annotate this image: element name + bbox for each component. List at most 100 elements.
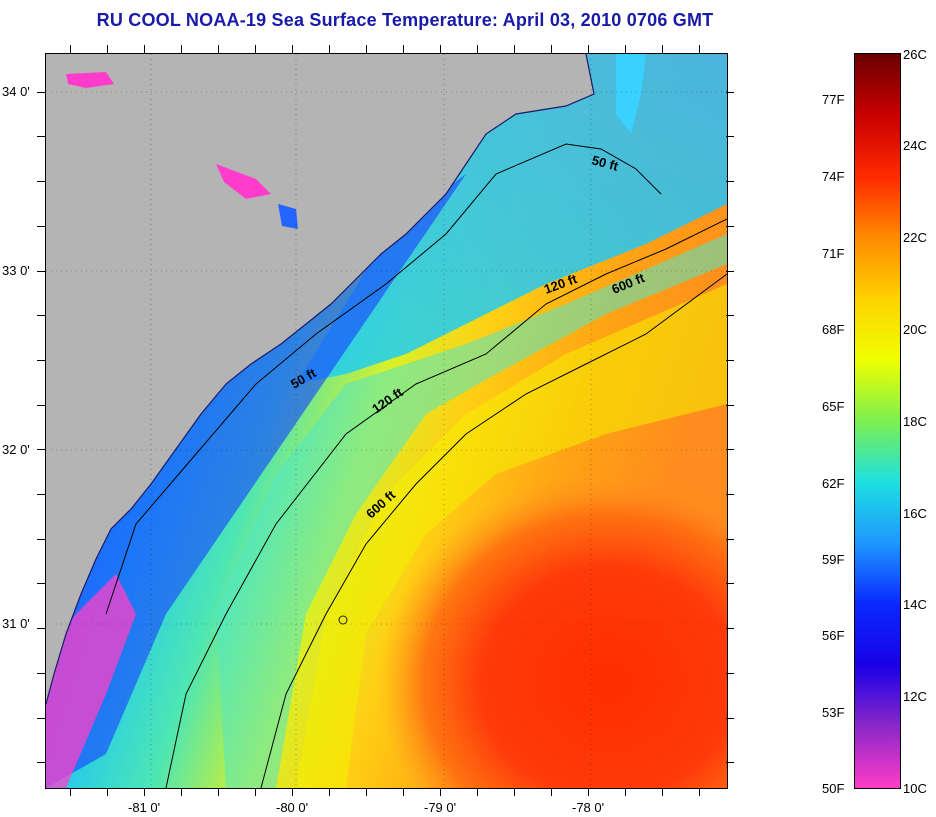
contour-120ft [165, 218, 727, 788]
axis-tick [726, 136, 734, 138]
axis-tick [366, 45, 367, 53]
land-mass [46, 54, 594, 704]
axis-tick [699, 788, 700, 796]
axis-tick [551, 788, 552, 796]
axis-tick [329, 45, 330, 53]
axis-tick [329, 788, 330, 796]
axis-tick [662, 788, 663, 796]
axis-tick [292, 788, 293, 796]
inland-water [278, 204, 298, 229]
axis-tick [37, 315, 45, 317]
axis-tick [440, 788, 441, 796]
axis-tick [726, 225, 734, 227]
lat-label: 33 0' [2, 263, 30, 278]
colorbar-f-label: 77F [822, 92, 845, 107]
station-marker[interactable] [338, 615, 348, 625]
axis-tick [292, 45, 293, 53]
axis-tick [37, 538, 45, 540]
colorbar-f-label: 59F [822, 552, 845, 567]
axis-tick [218, 45, 219, 53]
gulf-stream [306, 409, 727, 788]
axis-tick [37, 628, 45, 630]
axis-tick [726, 628, 734, 630]
axis-tick [37, 583, 45, 585]
yellow-band [296, 284, 727, 788]
axis-tick [181, 788, 182, 796]
axis-tick [662, 45, 663, 53]
axis-tick [477, 45, 478, 53]
axis-tick [366, 788, 367, 796]
axis-tick [403, 45, 404, 53]
colorbar-c-label: 18C [903, 414, 927, 429]
axis-tick [588, 45, 589, 53]
axis-tick [107, 45, 108, 53]
lat-label: 32 0' [2, 442, 30, 457]
axis-tick [37, 270, 45, 272]
coastline [46, 54, 595, 705]
axis-tick [37, 91, 45, 93]
axis-tick [726, 583, 734, 585]
axis-tick [726, 672, 734, 674]
axis-tick [514, 45, 515, 53]
colorbar-c-label: 14C [903, 597, 927, 612]
lon-label: -80 0' [276, 800, 309, 815]
sst-map[interactable]: 50 ft 50 ft 120 ft 120 ft 600 ft 600 ft [45, 53, 728, 789]
axis-tick [37, 762, 45, 764]
colorbar-f-label: 62F [822, 476, 845, 491]
axis-tick [37, 717, 45, 719]
axis-tick [144, 788, 145, 796]
inland-water [66, 72, 114, 88]
axis-tick [726, 762, 734, 764]
axis-tick [440, 45, 441, 53]
axis-tick [726, 449, 734, 451]
chart-title: RU COOL NOAA-19 Sea Surface Temperature:… [96, 10, 714, 30]
axis-tick [726, 404, 734, 406]
axis-tick [70, 45, 71, 53]
contour-50ft [105, 143, 662, 615]
axis-tick [726, 717, 734, 719]
colorbar-c-label: 16C [903, 506, 927, 521]
colorbar-c-label: 12C [903, 689, 927, 704]
colorbar-c-label: 22C [903, 230, 927, 245]
axis-tick [37, 225, 45, 227]
axis-tick [726, 494, 734, 495]
axis-tick [37, 359, 45, 361]
colorbar-c-label: 20C [903, 322, 927, 337]
axis-tick [218, 788, 219, 796]
axis-tick [726, 359, 734, 361]
axis-tick [37, 494, 45, 495]
axis-tick [477, 788, 478, 796]
axis-tick [726, 181, 734, 183]
lon-label: -81 0' [128, 800, 161, 815]
colorbar-f-label: 74F [822, 169, 845, 184]
axis-tick [107, 788, 108, 796]
axis-tick [551, 45, 552, 53]
axis-tick [255, 788, 256, 796]
axis-tick [588, 788, 589, 796]
colorbar-c-label: 24C [903, 138, 927, 153]
colorbar-f-label: 71F [822, 246, 845, 261]
colorbar-f-label: 53F [822, 705, 845, 720]
colorbar-f-label: 68F [822, 322, 845, 337]
colorbar-c-label: 10C [903, 781, 927, 796]
axis-tick [181, 45, 182, 53]
axis-tick [726, 270, 734, 272]
axis-tick [625, 788, 626, 796]
axis-tick [625, 45, 626, 53]
sound-water [616, 54, 646, 134]
axis-tick [726, 91, 734, 93]
axis-tick [37, 181, 45, 183]
contour-label-50ft: 50 ft [590, 152, 620, 174]
lon-label: -79 0' [424, 800, 457, 815]
contour-600ft [260, 273, 727, 788]
axis-tick [403, 788, 404, 796]
axis-tick [37, 404, 45, 406]
shelf-band [216, 234, 727, 788]
lat-label: 31 0' [2, 616, 30, 631]
axis-tick [726, 538, 734, 540]
axis-tick [255, 45, 256, 53]
axis-tick [70, 788, 71, 796]
lon-label: -78 0' [572, 800, 605, 815]
lat-label: 34 0' [2, 84, 30, 99]
axis-tick [37, 672, 45, 674]
